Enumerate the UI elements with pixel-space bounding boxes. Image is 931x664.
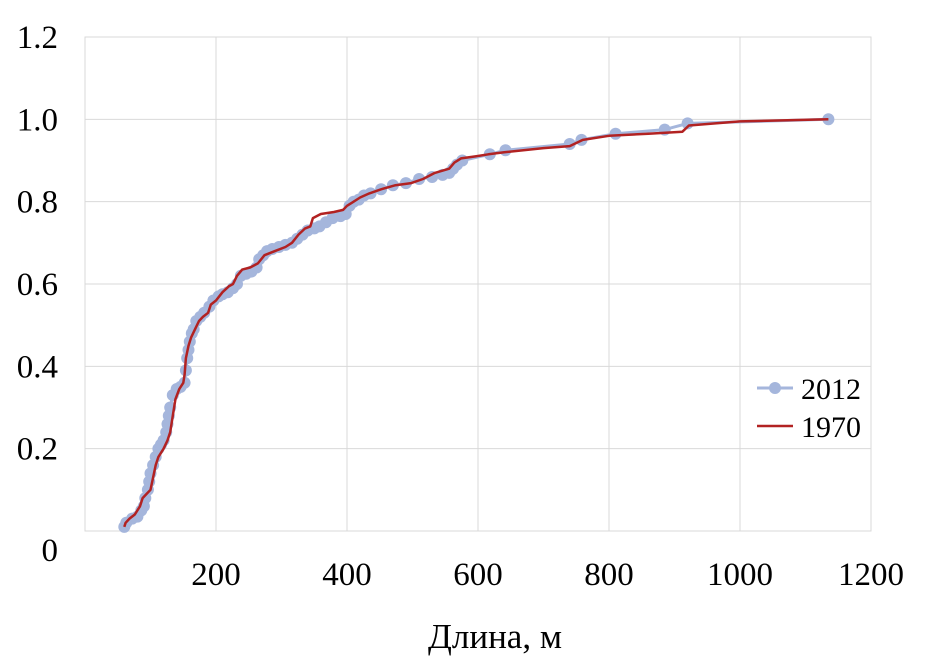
y-tick-label: 0.2 — [17, 432, 58, 468]
legend-label-2012: 2012 — [801, 373, 861, 406]
legend: 2012 1970 — [757, 373, 861, 444]
x-tick-label: 400 — [322, 557, 372, 593]
y-tick-label: 0 — [42, 533, 59, 569]
x-axis-tick-labels: 200 400 600 800 1000 1200 — [191, 557, 904, 593]
gridlines — [85, 36, 872, 531]
x-tick-label: 600 — [453, 557, 503, 593]
x-axis-title: Длина, м — [428, 617, 562, 656]
series-1970 — [123, 118, 829, 528]
x-tick-label: 200 — [191, 557, 241, 593]
y-tick-label: 1.0 — [17, 102, 58, 138]
y-axis-tick-labels: 0 0.2 0.4 0.6 0.8 1.0 1.2 — [17, 20, 58, 569]
legend-marker-2012 — [769, 382, 781, 394]
x-tick-label: 1200 — [838, 557, 904, 593]
y-tick-label: 0.6 — [17, 267, 58, 303]
data-point-2012 — [609, 127, 622, 140]
y-tick-label: 1.2 — [17, 20, 58, 56]
y-tick-label: 0.8 — [17, 185, 58, 221]
series-layer — [118, 113, 835, 533]
legend-label-1970: 1970 — [801, 411, 861, 444]
data-point-2012 — [499, 144, 512, 157]
x-tick-label: 1000 — [707, 557, 773, 593]
x-tick-label: 800 — [584, 557, 634, 593]
series-2012 — [118, 113, 835, 533]
plot-area-border — [84, 36, 872, 532]
series-line-2012 — [122, 117, 829, 528]
series-line-1970 — [123, 118, 829, 528]
y-tick-label: 0.4 — [17, 349, 58, 385]
